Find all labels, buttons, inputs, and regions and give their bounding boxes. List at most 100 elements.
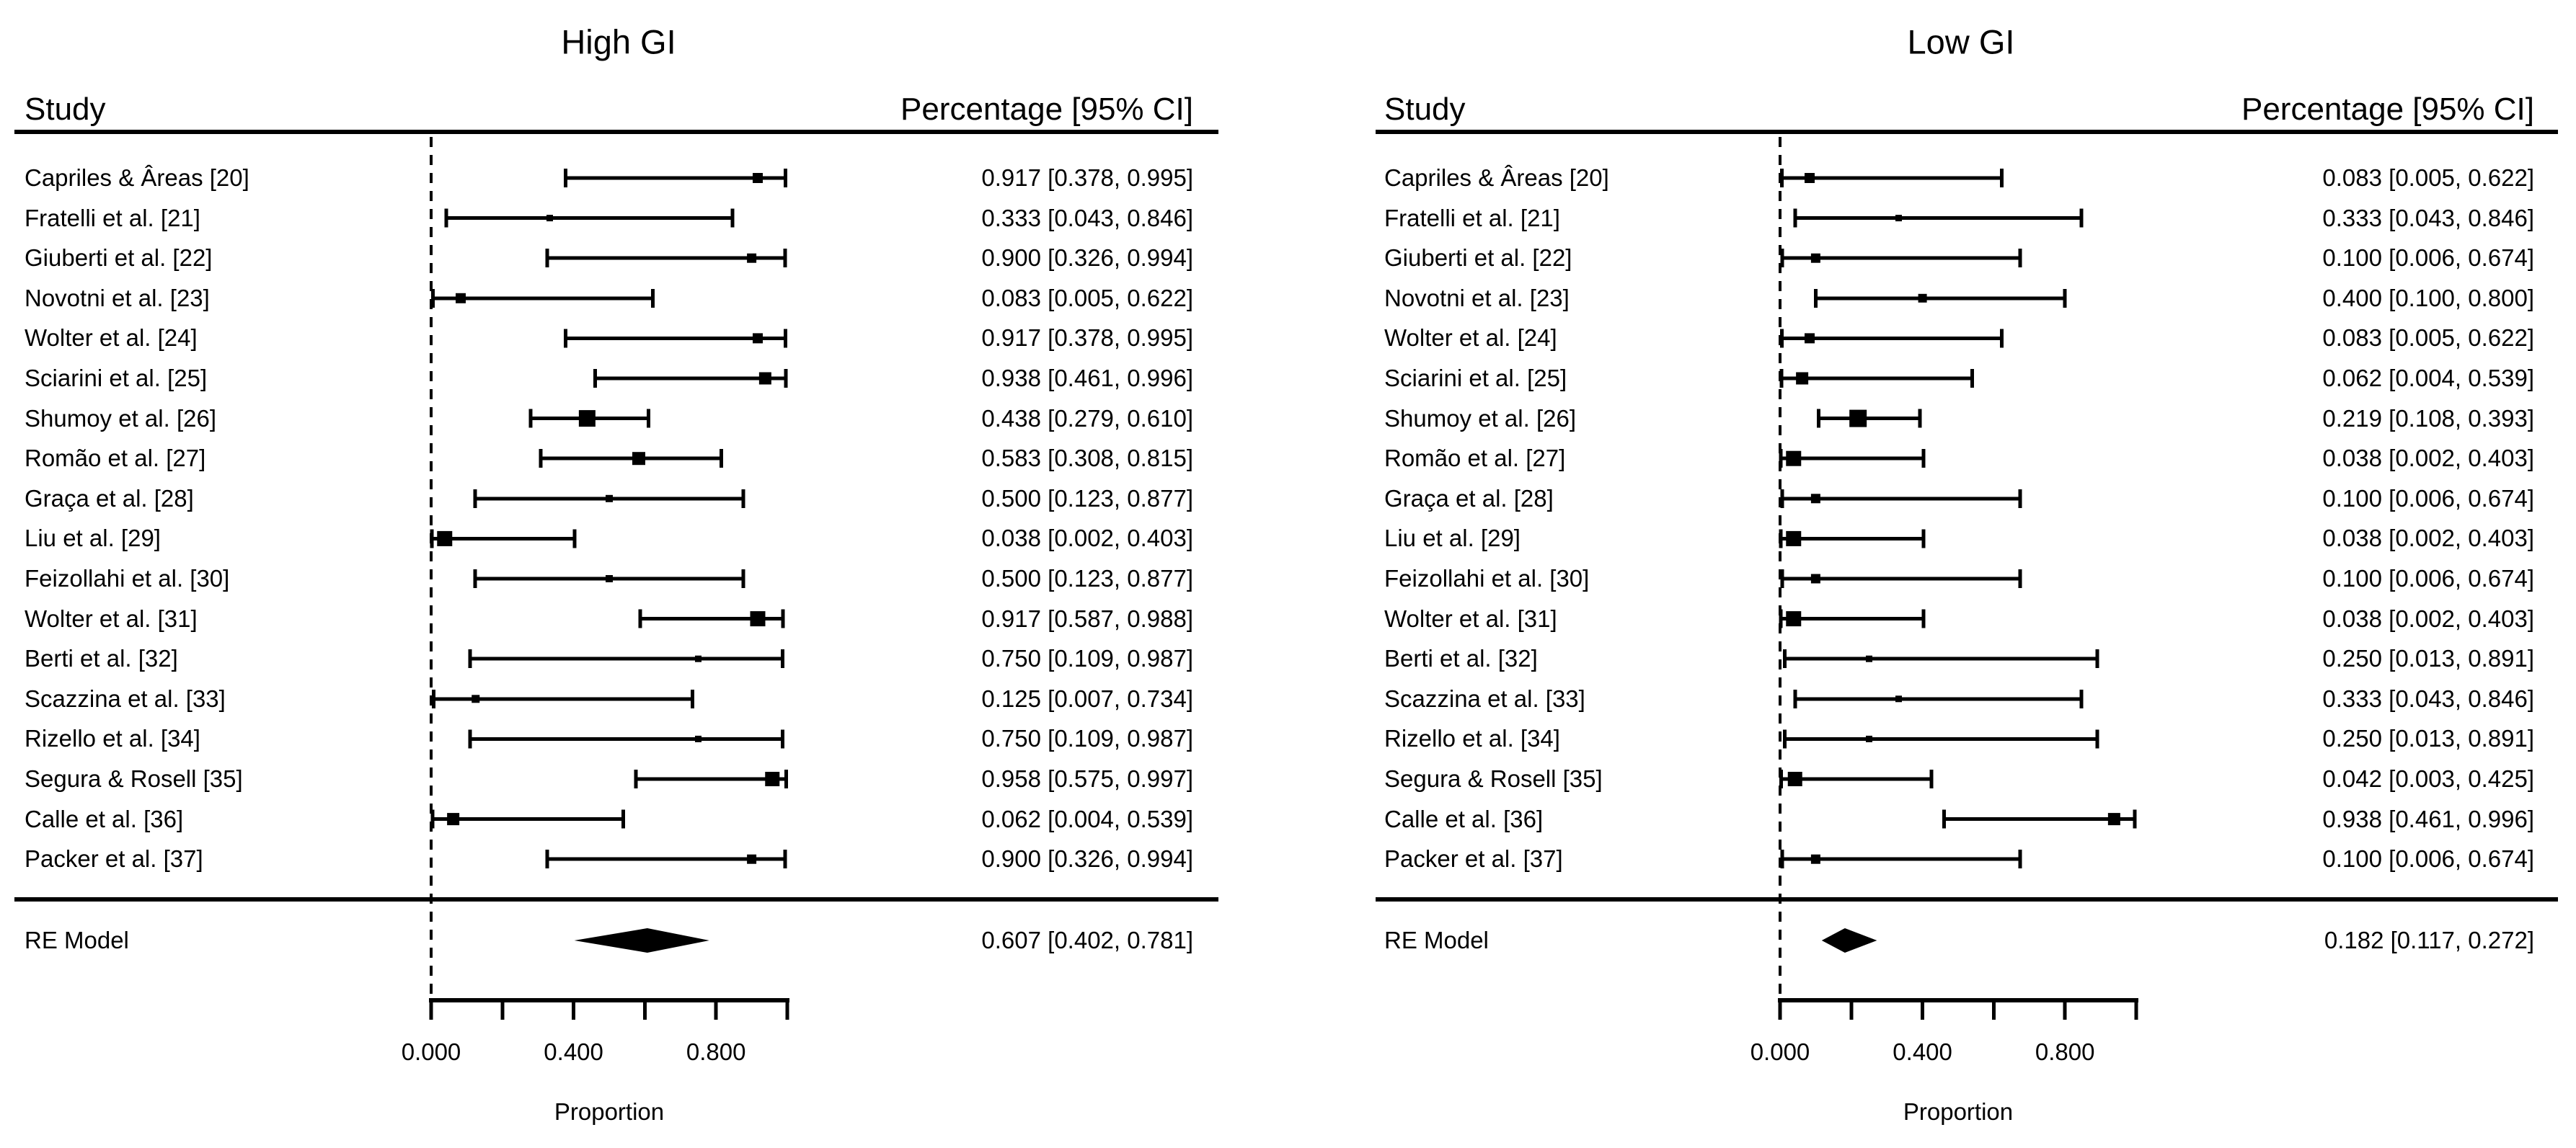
study-label: Calle et al. [36] [25, 805, 184, 832]
study-ci-value: 0.400 [0.100, 0.800] [2322, 284, 2534, 311]
point-estimate-marker [632, 452, 646, 466]
study-label: Giuberti et al. [22] [1384, 244, 1572, 272]
study-label: Fratelli et al. [21] [25, 204, 200, 231]
study-ci-value: 0.062 [0.004, 0.539] [981, 805, 1193, 832]
x-tick-label: 0.000 [401, 1038, 461, 1065]
study-ci-value: 0.938 [0.461, 0.996] [981, 365, 1193, 391]
study-label: Romão et al. [27] [1384, 445, 1566, 472]
study-ci-value: 0.500 [0.123, 0.877] [981, 565, 1193, 592]
study-ci-value: 0.038 [0.002, 0.403] [981, 525, 1193, 552]
point-estimate-marker [758, 372, 771, 385]
study-ci-value: 0.750 [0.109, 0.987] [981, 645, 1193, 672]
point-estimate-marker [750, 611, 766, 627]
re-model-ci-value: 0.182 [0.117, 0.272] [2324, 927, 2534, 953]
study-label: Scazzina et al. [33] [1384, 685, 1585, 712]
study-ci-value: 0.917 [0.378, 0.995] [981, 164, 1193, 191]
study-label: Berti et al. [32] [25, 645, 178, 672]
study-ci-value: 0.125 [0.007, 0.734] [981, 685, 1193, 712]
study-label: Graça et al. [28] [25, 484, 194, 512]
study-ci-value: 0.917 [0.587, 0.988] [981, 605, 1193, 632]
value-column-header: Percentage [95% CI] [2241, 92, 2534, 127]
x-tick-label: 0.000 [1750, 1038, 1810, 1065]
summary-separator-rule [14, 897, 1218, 902]
study-ci-value: 0.100 [0.006, 0.674] [2322, 845, 2534, 873]
study-label: Giuberti et al. [22] [25, 244, 213, 272]
study-label: Wolter et al. [24] [25, 324, 198, 352]
study-ci-value: 0.938 [0.461, 0.996] [2322, 805, 2534, 832]
point-estimate-marker [1895, 215, 1903, 222]
study-ci-value: 0.083 [0.005, 0.622] [981, 284, 1193, 311]
study-label: Fratelli et al. [21] [1384, 204, 1560, 231]
study-label: Feizollahi et al. [30] [1384, 565, 1590, 592]
point-estimate-marker [1895, 695, 1903, 703]
study-ci-value: 0.083 [0.005, 0.622] [2322, 324, 2534, 352]
study-label: Rizello et al. [34] [1384, 725, 1560, 752]
point-estimate-marker [1787, 772, 1802, 786]
point-estimate-marker [1810, 494, 1820, 504]
point-estimate-marker [1918, 293, 1927, 303]
study-label: Calle et al. [36] [1384, 805, 1544, 832]
header-rule [1376, 130, 2558, 134]
point-estimate-marker [2107, 813, 2120, 826]
re-model-ci-value: 0.607 [0.402, 0.781] [981, 927, 1193, 953]
point-estimate-marker [1786, 530, 1802, 546]
study-ci-value: 0.958 [0.575, 0.997] [981, 765, 1193, 792]
re-model-label: RE Model [25, 927, 129, 953]
point-estimate-marker [1796, 372, 1809, 385]
study-label: Wolter et al. [24] [1384, 324, 1557, 352]
study-ci-value: 0.750 [0.109, 0.987] [981, 725, 1193, 752]
study-ci-value: 0.038 [0.002, 0.403] [2322, 605, 2534, 632]
study-ci-value: 0.100 [0.006, 0.674] [2322, 244, 2534, 272]
study-label: Capriles & Âreas [20] [1384, 164, 1609, 191]
point-estimate-marker [1849, 409, 1867, 427]
study-column-header: Study [25, 92, 106, 127]
study-ci-value: 0.062 [0.004, 0.539] [2322, 365, 2534, 391]
summary-separator-rule [1376, 897, 2558, 902]
study-ci-value: 0.500 [0.123, 0.877] [981, 484, 1193, 512]
study-label: Packer et al. [37] [1384, 845, 1563, 873]
point-estimate-marker [752, 173, 763, 183]
point-estimate-marker [1866, 655, 1872, 662]
x-tick-label: 0.400 [1893, 1038, 1952, 1065]
study-ci-value: 0.900 [0.326, 0.994] [981, 244, 1193, 272]
point-estimate-marker [695, 655, 701, 662]
study-ci-value: 0.042 [0.003, 0.425] [2322, 765, 2534, 792]
study-ci-value: 0.250 [0.013, 0.891] [2322, 725, 2534, 752]
point-estimate-marker [1786, 450, 1802, 466]
point-estimate-marker [1805, 173, 1815, 183]
point-estimate-marker [546, 215, 554, 222]
study-label: Feizollahi et al. [30] [25, 565, 230, 592]
study-ci-value: 0.038 [0.002, 0.403] [2322, 445, 2534, 472]
study-ci-value: 0.333 [0.043, 0.846] [2322, 685, 2534, 712]
point-estimate-marker [695, 735, 701, 742]
x-tick-label: 0.400 [544, 1038, 603, 1065]
study-ci-value: 0.333 [0.043, 0.846] [981, 204, 1193, 231]
summary-diamond [1821, 928, 1877, 953]
study-ci-value: 0.900 [0.326, 0.994] [981, 845, 1193, 873]
point-estimate-marker [747, 253, 757, 263]
study-label: Shumoy et al. [26] [25, 404, 216, 432]
study-ci-value: 0.583 [0.308, 0.815] [981, 445, 1193, 472]
x-tick-label: 0.800 [2035, 1038, 2095, 1065]
study-label: Scazzina et al. [33] [25, 685, 226, 712]
panel-title: High GI [561, 22, 676, 61]
study-ci-value: 0.083 [0.005, 0.622] [2322, 164, 2534, 191]
study-label: Novotni et al. [23] [1384, 284, 1570, 311]
point-estimate-marker [1810, 253, 1820, 263]
study-label: Segura & Rosell [35] [25, 765, 243, 792]
summary-diamond [574, 928, 709, 953]
study-ci-value: 0.333 [0.043, 0.846] [2322, 204, 2534, 231]
study-label: Novotni et al. [23] [25, 284, 210, 311]
x-axis-title: Proportion [1903, 1098, 2014, 1125]
panel-title: Low GI [1907, 22, 2015, 61]
study-label: Liu et al. [29] [25, 525, 161, 552]
point-estimate-marker [606, 575, 613, 582]
point-estimate-marker [606, 494, 613, 502]
study-ci-value: 0.038 [0.002, 0.403] [2322, 525, 2534, 552]
x-tick-label: 0.800 [686, 1038, 746, 1065]
study-label: Packer et al. [37] [25, 845, 203, 873]
point-estimate-marker [752, 333, 763, 344]
study-label: Capriles & Âreas [20] [25, 164, 249, 191]
